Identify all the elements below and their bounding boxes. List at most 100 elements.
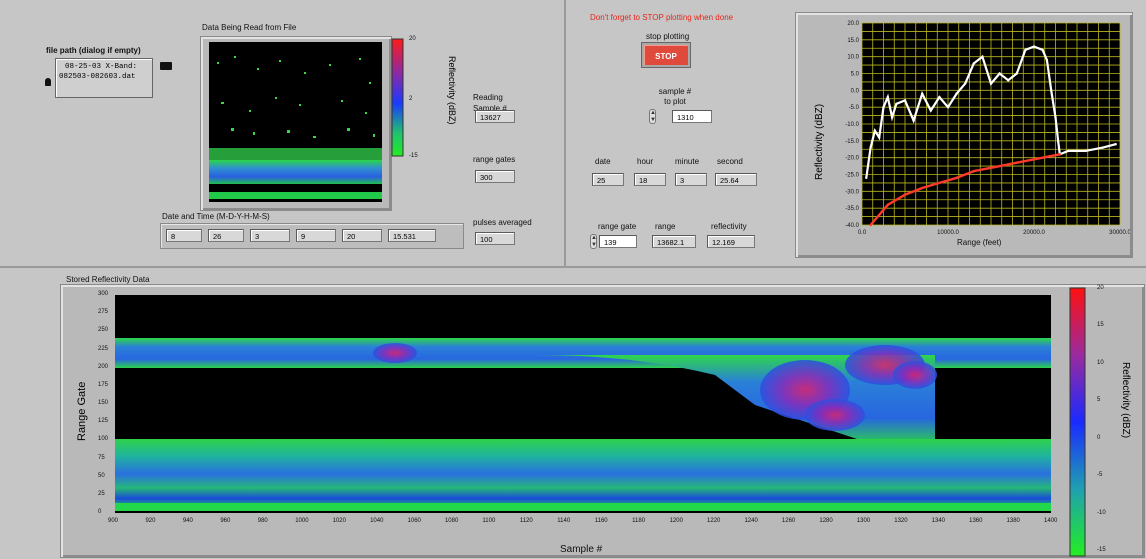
profile-ytick: 5.0 [851, 72, 860, 78]
live-colorbar [391, 38, 404, 157]
range-label: range [655, 222, 676, 231]
profile-xtick: 0.0 [858, 230, 867, 236]
stored-xtick: 1180 [632, 518, 646, 524]
profile-ytick: 0.0 [851, 88, 860, 94]
cursor-icon [45, 78, 51, 86]
datetime-month: 8 [166, 229, 202, 242]
profile-point [1041, 48, 1044, 52]
stop-plotting-label: stop plotting [646, 32, 690, 41]
live-colorbar-tick-bottom: -15 [409, 153, 418, 159]
profile-point [1101, 146, 1104, 149]
profile-point [865, 176, 868, 180]
profile-point [1007, 163, 1010, 166]
profile-point [882, 105, 885, 109]
hour-label: hour [637, 157, 654, 166]
sample-to-plot-input[interactable]: 1310 [672, 110, 712, 123]
datetime-year: 3 [250, 229, 290, 242]
browse-folder-icon[interactable] [160, 62, 172, 70]
stored-xtick: 1220 [707, 518, 721, 524]
profile-point [946, 105, 950, 109]
profile-ytick: -10.0 [845, 122, 859, 128]
stored-xlabel: Sample # [560, 544, 603, 555]
stored-ytick: 100 [98, 436, 109, 443]
profile-ytick: -40.0 [845, 223, 859, 229]
stored-title: Stored Reflectivity Data [66, 275, 150, 284]
profile-ytick: -15.0 [845, 139, 859, 145]
live-plot-title: Data Being Read from File [202, 23, 297, 32]
profile-point [869, 223, 872, 227]
profile-point [890, 116, 894, 119]
datetime-minute: 20 [342, 229, 382, 242]
profile-ytick: -20.0 [845, 156, 859, 162]
profile-point [929, 109, 932, 112]
stop-button[interactable]: STOP [642, 43, 690, 67]
stored-ytick: 75 [98, 454, 105, 461]
profile-xtick: 10000.0 [937, 230, 959, 236]
stored-ytick: 150 [98, 400, 109, 406]
stored-xtick: 1300 [856, 518, 871, 524]
range-gate-input[interactable]: 139 [599, 235, 637, 248]
profile-point [903, 99, 907, 102]
stored-xtick: 1380 [1006, 518, 1020, 524]
range-gate-label: range gate [598, 222, 637, 231]
sample-to-plot-label: sample # to plot [658, 87, 692, 106]
range-indicator: 13682.1 [652, 235, 696, 248]
date-indicator: 25 [592, 173, 624, 186]
file-path-line1: 08-25-03 X-Band: [65, 63, 138, 71]
profile-point [1084, 149, 1087, 153]
profile-xtick: 20000.0 [1023, 230, 1045, 236]
profile-point [938, 181, 941, 185]
stored-ground-band [115, 503, 1051, 511]
stored-xtick: 1280 [819, 518, 833, 524]
stored-colorbar-tick: 15 [1097, 322, 1104, 329]
second-label: second [717, 157, 743, 166]
datetime-second: 15.531 [388, 229, 436, 242]
minute-indicator: 3 [675, 173, 707, 186]
profile-point [1032, 45, 1036, 48]
stored-hot-core [893, 361, 937, 389]
profile-point [1050, 89, 1053, 92]
profile-point [921, 92, 924, 95]
stored-xtick: 1040 [370, 518, 384, 524]
stored-colorbar-tick: -15 [1097, 547, 1106, 553]
stored-xtick: 900 [108, 518, 119, 524]
profile-ytick: -5.0 [849, 105, 860, 111]
stored-xtick: 1000 [295, 518, 309, 524]
date-label: date [595, 157, 611, 166]
stored-xtick: 980 [257, 518, 268, 524]
profile-point [1015, 72, 1018, 75]
profile-point [972, 62, 975, 65]
stored-xtick: 1060 [407, 518, 421, 524]
profile-point [1041, 156, 1044, 159]
range-gates-label: range gates [473, 155, 516, 164]
profile-point [955, 176, 958, 180]
stored-ytick: 125 [98, 418, 109, 425]
stored-colorbar-tick: 5 [1097, 397, 1101, 404]
live-colorbar-tick-top: 20 [409, 36, 416, 42]
profile-point [895, 102, 898, 106]
stored-ytick: 250 [98, 327, 109, 334]
profile-ytick: 15.0 [847, 38, 859, 44]
profile-point [1045, 58, 1049, 62]
profile-ytick: 10.0 [847, 55, 859, 61]
profile-point [964, 82, 967, 85]
range-gate-spinner[interactable]: ▲ ▼ [590, 234, 597, 249]
profile-point [1067, 149, 1070, 153]
stored-xtick: 1200 [669, 518, 683, 524]
file-path-label: file path (dialog if empty) [46, 46, 141, 55]
profile-ytick: -30.0 [845, 189, 859, 195]
file-path-input[interactable]: 08-25-03 X-Band: 082503-082603.dat [55, 58, 153, 98]
stored-colorbar-tick: -10 [1097, 509, 1106, 516]
stored-ytick: 300 [98, 291, 109, 297]
panel-divider-vertical [564, 0, 566, 266]
profile-point [1056, 139, 1060, 143]
sample-spinner[interactable]: ▲ ▼ [649, 109, 656, 124]
datetime-label: Date and Time (M-D-Y-H-M-S) [162, 212, 270, 221]
profile-point [1054, 116, 1057, 119]
stored-hot-core [805, 399, 865, 431]
stored-xtick: 1140 [557, 518, 571, 524]
stored-ytick: 25 [98, 490, 105, 497]
profile-point [1024, 48, 1027, 52]
stored-xtick: 1320 [894, 518, 908, 524]
stored-xtick: 1160 [594, 518, 608, 524]
